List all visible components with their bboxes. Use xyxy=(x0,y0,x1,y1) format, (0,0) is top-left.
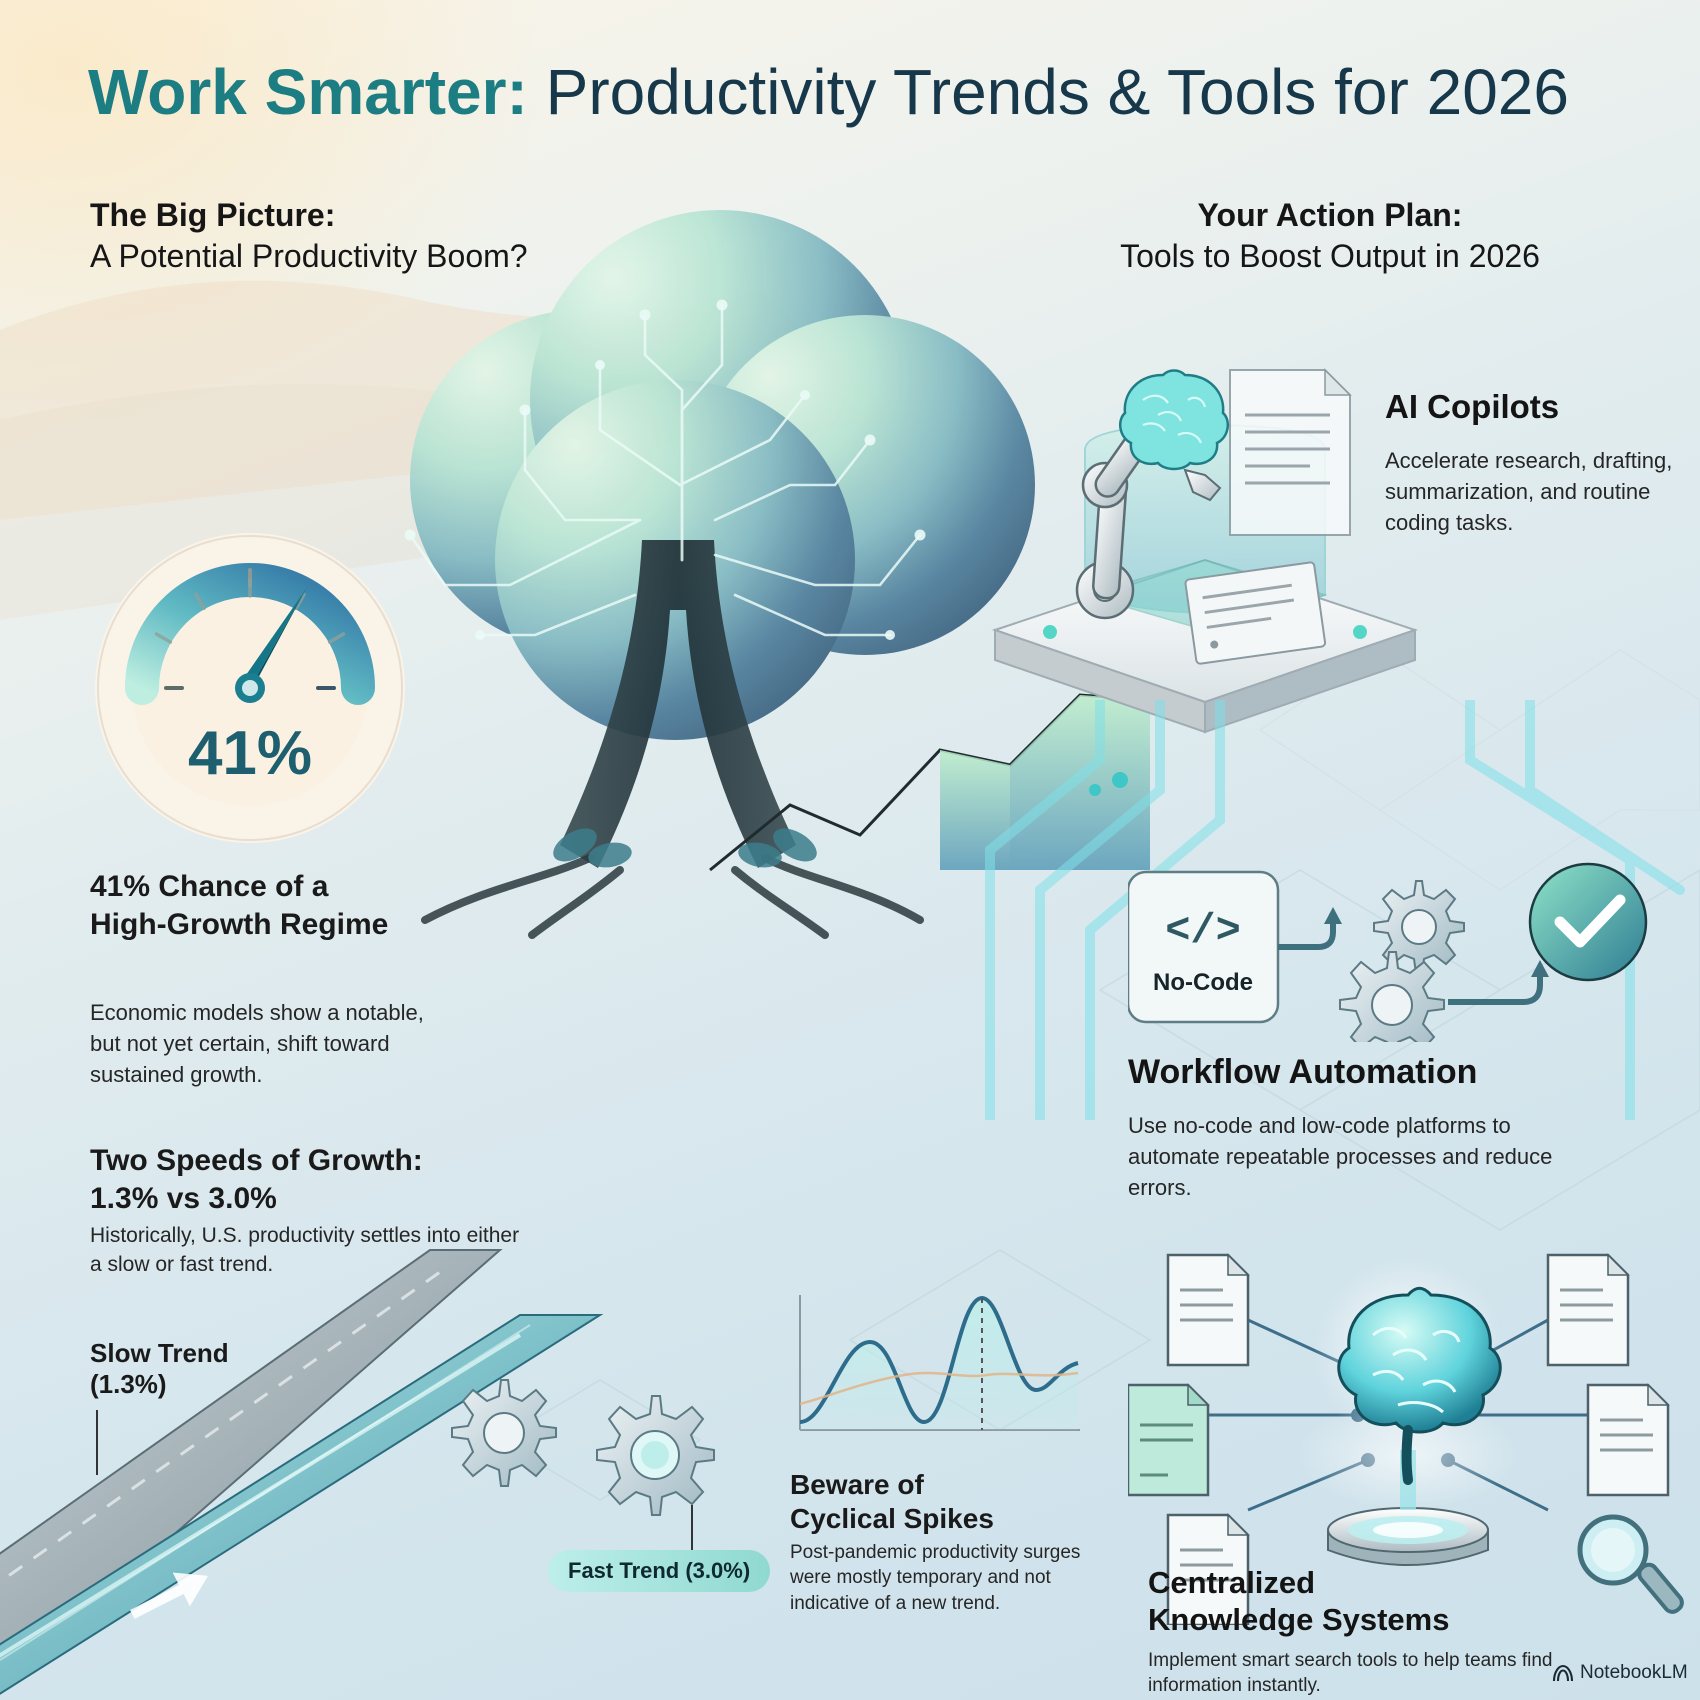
svg-text:</>: </> xyxy=(1165,907,1241,955)
svg-text:No-Code: No-Code xyxy=(1153,969,1253,996)
